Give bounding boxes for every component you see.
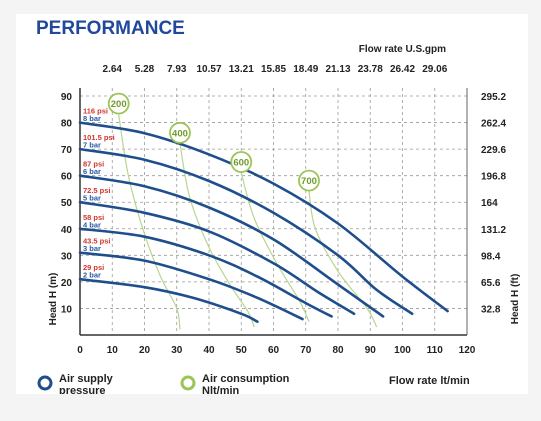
legend: Air supply pressure Air consumption Nlt/… [37,373,470,397]
top-tick-label: 2.64 [103,64,123,75]
legend-consumption-marker [180,375,196,391]
x-tick-label: 90 [365,345,377,356]
pressure-bar-label: 4 bar [83,220,101,229]
y-right-tick-label: 196.8 [481,172,506,183]
pressure-bar-label: 2 bar [83,271,101,280]
pressure-bar-label: 6 bar [83,167,101,176]
y-right-tick-label: 295.2 [481,92,506,103]
top-tick-label: 18.49 [293,64,318,75]
x-tick-label: 30 [171,345,183,356]
x-tick-label: 60 [268,345,280,356]
consumption-curve-200 [118,114,181,330]
x-tick-label: 10 [107,345,119,356]
pressure-psi-label: 58 psi [83,213,104,222]
top-axis-label: Flow rate U.S.gpm [359,44,446,55]
legend-consumption-label-1: Air consumption [202,373,290,385]
y-right-tick-label: 164 [481,198,498,209]
consumption-curve-700 [308,191,378,328]
pressure-bar-label: 5 bar [83,194,101,203]
consumption-curves [118,114,378,330]
x-tick-label: 50 [236,345,248,356]
chart-card: PERFORMANCE Flow rate U.S.gpm 0 10 20 30 40 5… [16,14,528,397]
y-tick-label: 80 [61,119,73,130]
pressure-curves [78,121,449,323]
top-tick-label: 29.06 [422,64,447,75]
pressure-curve-8-bar [78,121,449,313]
pressure-curve-3-bar [78,251,304,321]
axes: 0 10 20 30 40 50 60 70 80 90 100 110 120 10 20 30 40 50 60… [61,64,507,356]
pressure-bar-label: 8 bar [83,114,101,123]
y-tick-label: 50 [61,198,73,209]
consumption-curve-400 [179,143,255,328]
x-tick-label: 40 [203,345,215,356]
x-tick-label: 120 [459,345,476,356]
consumption-badge [169,121,191,144]
top-tick-label: 21.13 [325,64,350,75]
pressure-curve-2-bar [78,277,259,323]
legend-pressure-label-1: Air supply [59,373,114,385]
performance-chart: PERFORMANCE Flow rate U.S.gpm 0 10 20 30 40 5… [36,18,521,397]
consumption-badge-label: 200 [111,99,127,110]
legend-flow-label: Flow rate lt/min [389,375,470,387]
pressure-psi-label: 29 psi [83,263,104,272]
y-right-tick-label: 262.4 [481,119,506,130]
y-tick-label: 20 [61,278,73,289]
y-tick-label: 30 [61,251,73,262]
top-tick-label: 7.93 [167,64,187,75]
x-tick-label: 100 [394,345,411,356]
pressure-bar-label: 7 bar [83,141,101,150]
x-tick-label: 20 [139,345,151,356]
pressure-curve-5-bar [78,200,356,316]
consumption-badge-label: 400 [172,128,188,139]
pressure-psi-label: 116 psi [83,107,108,116]
pressure-bar-label: 3 bar [83,244,101,253]
pressure-psi-label: 101.5 psi [83,133,115,142]
y-right-axis-label: Head H (ft) [510,274,521,325]
y-tick-label: 90 [61,92,73,103]
y-tick-label: 60 [61,172,73,183]
x-tick-label: 0 [77,345,83,356]
y-tick-label: 40 [61,225,73,236]
legend-pressure-label-2: pressure [59,385,105,394]
pressure-psi-label: 72.5 psi [83,186,111,195]
consumption-badge-label: 600 [233,158,249,169]
y-right-tick-label: 131.2 [481,225,506,236]
pressure-curve-7-bar [78,147,414,316]
y-axis-label: Head H (m) [48,273,59,326]
y-tick-label: 70 [61,145,73,156]
x-tick-label: 70 [300,345,312,356]
pressure-curve-4-bar [78,227,333,318]
top-tick-label: 26.42 [390,64,415,75]
pressure-psi-label: 87 psi [83,160,104,169]
consumption-badge [298,169,320,192]
grid [80,88,467,335]
y-right-tick-label: 65.6 [481,278,501,289]
x-tick-label: 80 [332,345,344,356]
consumption-curve-600 [240,172,310,322]
pressure-curve-6-bar [78,174,385,318]
legend-pressure-marker [37,375,53,391]
top-tick-label: 23.78 [358,64,383,75]
y-right-tick-label: 32.8 [481,304,501,315]
top-tick-label: 10.57 [196,64,221,75]
consumption-badge-label: 700 [301,176,317,187]
consumption-badge [107,92,130,115]
consumption-badge [230,151,253,173]
top-tick-label: 15.85 [261,64,286,75]
y-tick-label: 10 [61,304,73,315]
top-tick-label: 13.21 [229,64,254,75]
y-right-tick-label: 98.4 [481,251,501,262]
pressure-psi-label: 43.5 psi [83,237,111,246]
chart-title: PERFORMANCE [36,18,185,39]
top-tick-label: 5.28 [135,64,155,75]
x-tick-label: 110 [427,345,444,356]
legend-consumption-label-2: Nlt/min [202,385,240,394]
y-right-tick-label: 229.6 [481,145,506,156]
